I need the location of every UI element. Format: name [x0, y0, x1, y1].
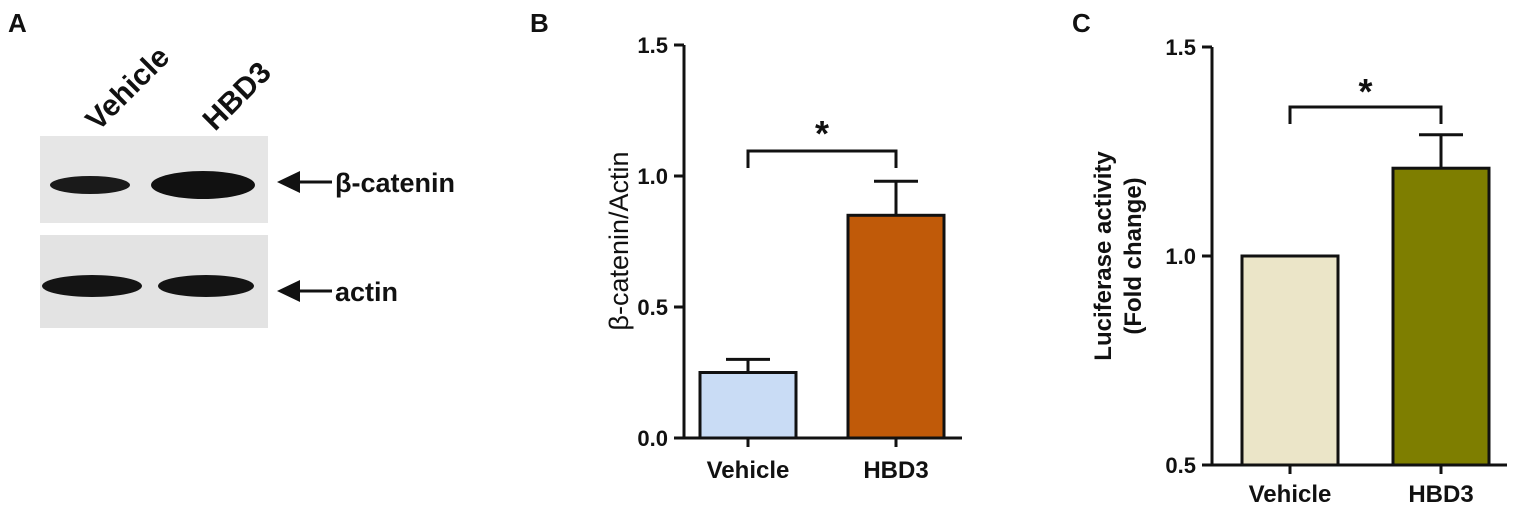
- y-tick-label: 0.5: [637, 295, 668, 320]
- band-actin-vehicle: [42, 275, 142, 297]
- band-beta-catenin-hbd3: [151, 171, 255, 199]
- lane-label-vehicle: Vehicle: [80, 40, 176, 136]
- arrow-beta-catenin: [277, 171, 332, 193]
- significance-star: *: [1358, 71, 1372, 112]
- band-actin-hbd3: [158, 275, 254, 297]
- significance-bracket: [1288, 105, 1443, 124]
- panel-c: C 0.5 1.0 1.5 Vehicle HBD3 * Luciferase activi…: [1072, 8, 1507, 508]
- bar-vehicle: [1240, 254, 1340, 467]
- bar-vehicle: [698, 371, 798, 440]
- y-tick-label: 0.0: [637, 426, 668, 451]
- panel-c-letter: C: [1072, 8, 1091, 38]
- panel-a-letter: A: [8, 8, 27, 38]
- y-axis-label-line: Luciferase activity: [1090, 151, 1117, 361]
- y-tick-label: 1.0: [1165, 244, 1196, 269]
- band-label-beta-catenin: β-catenin: [335, 168, 455, 198]
- significance-star: *: [815, 113, 829, 154]
- x-category-label: Vehicle: [1249, 481, 1332, 508]
- y-axis-label: β-catenin/Actin: [604, 151, 634, 330]
- panel-b-letter: B: [530, 8, 549, 38]
- band-label-actin: actin: [335, 277, 398, 307]
- chart-c: 0.5 1.0 1.5 Vehicle HBD3 * Luciferase activity…: [1090, 35, 1507, 508]
- y-tick-label: 0.5: [1165, 453, 1196, 478]
- x-category-label: HBD3: [863, 457, 928, 484]
- y-tick-label: 1.5: [1165, 35, 1196, 60]
- significance-bracket: [746, 149, 898, 168]
- arrow-actin: [277, 280, 332, 302]
- y-tick-label: 1.0: [637, 164, 668, 189]
- x-category-label: HBD3: [1408, 481, 1473, 508]
- y-axis-label-line: (Fold change): [1120, 177, 1147, 334]
- y-tick-label: 1.5: [637, 33, 668, 58]
- band-beta-catenin-vehicle: [50, 176, 130, 194]
- lane-label-hbd3: HBD3: [197, 56, 278, 137]
- bar-hbd3: [846, 213, 946, 440]
- chart-b: 0.0 0.5 1.0 1.5 Vehicle HBD3 * β-catenin/Actin: [604, 33, 962, 484]
- panel-a: A Vehicle HBD3 β-catenin actin: [8, 8, 455, 328]
- x-category-label: Vehicle: [707, 457, 790, 484]
- panel-b: B 0.0 0.5 1.0 1.5 Vehicle HBD3 * β-catenin/Acti…: [530, 8, 962, 484]
- bar-hbd3: [1391, 166, 1491, 467]
